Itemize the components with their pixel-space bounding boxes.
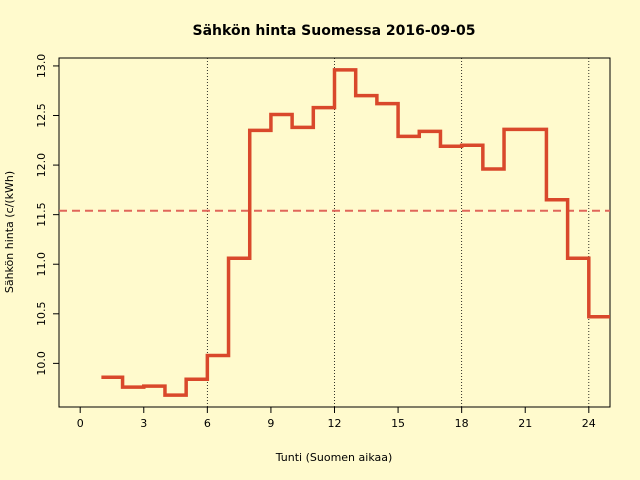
y-tick-label: 12.0 — [35, 153, 48, 178]
x-tick-label: 12 — [328, 417, 342, 430]
step-line — [101, 68, 610, 397]
x-axis-label: Tunti (Suomen aikaa) — [275, 451, 393, 464]
y-tick-label: 10.5 — [35, 302, 48, 327]
x-tick-label: 6 — [204, 417, 211, 430]
chart-title: Sähkön hinta Suomessa 2016-09-05 — [193, 23, 476, 39]
y-tick-label: 13.0 — [35, 54, 48, 79]
x-tick-label: 15 — [391, 417, 405, 430]
y-axis-label: Sähkön hinta (c/(kWh) — [3, 171, 16, 293]
x-tick-label: 24 — [582, 417, 596, 430]
y-tick-label: 11.0 — [35, 252, 48, 277]
x-tick-label: 9 — [267, 417, 274, 430]
y-tick-label: 12.5 — [35, 103, 48, 128]
x-tick-label: 0 — [77, 417, 84, 430]
x-tick-label: 18 — [455, 417, 469, 430]
y-tick-label: 10.0 — [35, 351, 48, 376]
x-tick-label: 21 — [518, 417, 532, 430]
x-tick-label: 3 — [140, 417, 147, 430]
y-tick-label: 11.5 — [35, 202, 48, 227]
